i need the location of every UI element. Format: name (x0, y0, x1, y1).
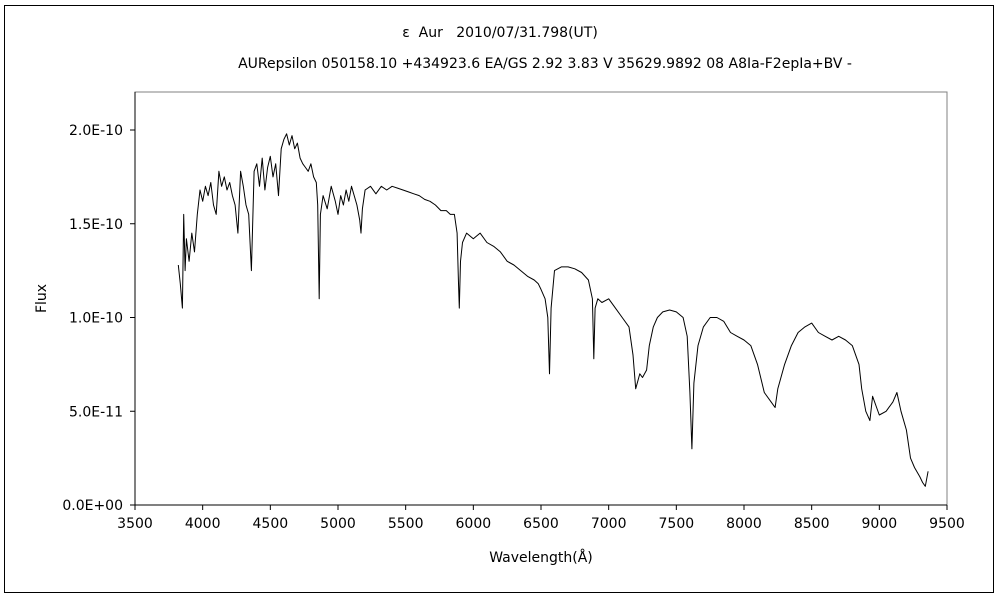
x-tick-label: 6500 (523, 516, 559, 532)
y-tick-label: 1.5E-10 (69, 217, 123, 233)
spectrum-line-0 (177, 133, 929, 487)
x-tick-label: 4500 (253, 516, 289, 532)
x-tick-label: 8000 (726, 516, 762, 532)
axes: 3500 4000 4500 5000 5500 6000 6500 7000 7500 8000… (62, 92, 965, 532)
series-layer (177, 133, 929, 487)
x-tick-label: 7500 (659, 516, 695, 532)
x-tick-label: 9500 (929, 516, 965, 532)
chart-subtitle: AURepsilon 050158.10 +434923.6 EA/GS 2.9… (238, 56, 852, 72)
x-tick-label: 5000 (320, 516, 356, 532)
x-tick-label: 8500 (794, 516, 830, 532)
chart-title: ε Aur 2010/07/31.798(UT) (402, 25, 598, 41)
y-tick-label: 2.0E-10 (69, 123, 123, 139)
x-tick-label: 9000 (862, 516, 898, 532)
x-tick-label: 6000 (456, 516, 492, 532)
x-tick-label: 3500 (117, 516, 153, 532)
y-tick-label: 5.0E-11 (69, 404, 123, 420)
x-axis-label: Wavelength(Å) (489, 549, 593, 566)
y-axis-label: Flux (34, 284, 50, 313)
chart-frame (4, 5, 994, 593)
plot-area (134, 91, 948, 506)
x-tick-label: 5500 (388, 516, 424, 532)
x-tick-label: 7000 (591, 516, 627, 532)
y-tick-label: 0.0E+00 (62, 498, 123, 514)
x-tick-label: 4000 (185, 516, 221, 532)
y-tick-label: 1.0E-10 (69, 311, 123, 327)
